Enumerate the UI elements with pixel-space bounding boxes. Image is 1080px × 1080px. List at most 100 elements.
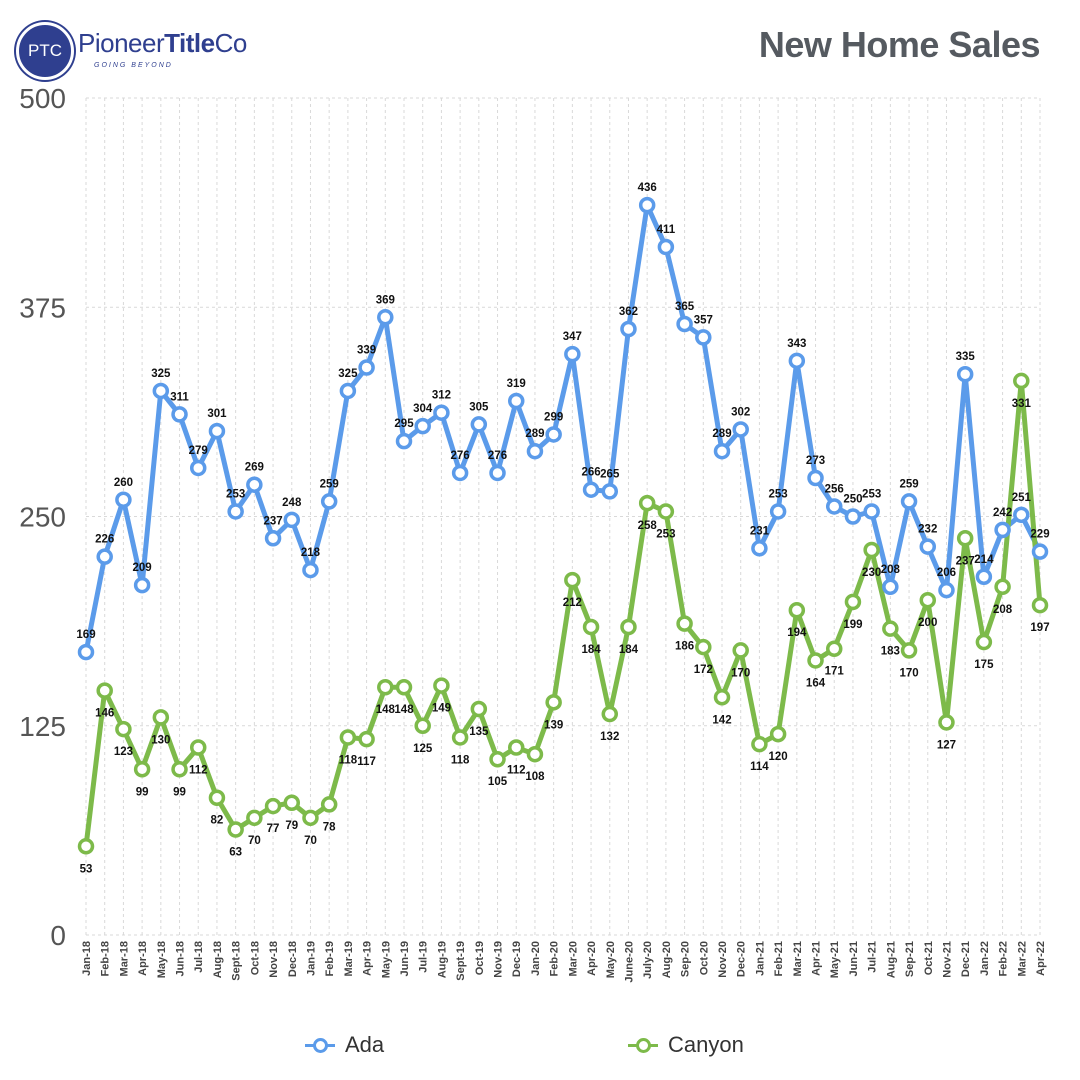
data-point-canyon[interactable] <box>844 593 862 611</box>
data-point-ada[interactable] <box>732 421 749 438</box>
data-point-ada[interactable] <box>844 508 862 525</box>
data-point-ada[interactable] <box>769 503 787 520</box>
data-point-ada[interactable] <box>96 548 113 565</box>
data-point-ada[interactable] <box>246 476 263 493</box>
data-point-ada[interactable] <box>676 315 693 333</box>
data-point-ada[interactable] <box>751 540 768 557</box>
data-point-ada[interactable] <box>526 442 544 460</box>
data-point-canyon[interactable] <box>302 809 319 827</box>
data-point-canyon[interactable] <box>152 709 170 726</box>
data-point-canyon[interactable] <box>863 541 880 559</box>
data-point-canyon[interactable] <box>713 689 731 706</box>
data-point-canyon[interactable] <box>545 694 562 711</box>
data-point-canyon[interactable] <box>414 717 431 734</box>
data-point-ada[interactable] <box>227 503 244 520</box>
data-point-canyon[interactable] <box>283 794 301 812</box>
data-point-canyon[interactable] <box>807 652 824 669</box>
data-point-canyon[interactable] <box>189 739 207 756</box>
data-point-canyon[interactable] <box>1013 372 1030 390</box>
data-point-ada[interactable] <box>339 382 357 400</box>
data-point-canyon[interactable] <box>900 642 918 659</box>
data-point-canyon[interactable] <box>882 620 899 637</box>
data-point-ada[interactable] <box>807 469 824 487</box>
data-point-ada[interactable] <box>657 238 675 256</box>
data-point-ada[interactable] <box>283 511 301 529</box>
data-point-canyon[interactable] <box>975 633 993 651</box>
data-point-ada[interactable] <box>507 392 525 410</box>
data-point-ada[interactable] <box>264 530 282 547</box>
data-point-canyon[interactable] <box>171 761 188 778</box>
data-point-ada[interactable] <box>956 365 974 383</box>
data-point-ada[interactable] <box>433 404 450 421</box>
data-point-ada[interactable] <box>414 417 431 435</box>
data-point-canyon[interactable] <box>115 720 132 738</box>
data-point-canyon[interactable] <box>77 838 95 855</box>
data-point-canyon[interactable] <box>676 615 693 632</box>
data-point-ada[interactable] <box>695 329 712 346</box>
data-point-canyon[interactable] <box>227 821 244 838</box>
data-point-ada[interactable] <box>152 382 170 400</box>
data-point-ada[interactable] <box>77 643 95 661</box>
data-point-canyon[interactable] <box>788 601 806 619</box>
data-point-ada[interactable] <box>938 581 955 599</box>
data-point-ada[interactable] <box>863 503 880 520</box>
data-point-canyon[interactable] <box>339 729 357 746</box>
data-point-canyon[interactable] <box>133 761 151 778</box>
data-point-ada[interactable] <box>545 426 562 443</box>
data-point-ada[interactable] <box>470 416 488 433</box>
data-point-canyon[interactable] <box>956 530 974 547</box>
data-point-ada[interactable] <box>489 464 506 482</box>
data-point-ada[interactable] <box>1031 543 1049 560</box>
data-point-ada[interactable] <box>825 498 843 515</box>
data-point-ada[interactable] <box>320 493 338 510</box>
data-point-ada[interactable] <box>919 538 937 555</box>
data-point-canyon[interactable] <box>769 725 787 743</box>
data-point-ada[interactable] <box>171 406 188 423</box>
data-point-canyon[interactable] <box>264 797 282 815</box>
data-point-canyon[interactable] <box>919 591 937 609</box>
data-point-canyon[interactable] <box>320 796 338 813</box>
data-point-ada[interactable] <box>601 483 619 500</box>
data-point-canyon[interactable] <box>825 640 843 657</box>
data-point-canyon[interactable] <box>358 730 375 748</box>
data-point-canyon[interactable] <box>526 745 544 763</box>
data-point-ada[interactable] <box>788 352 806 370</box>
data-point-ada[interactable] <box>582 481 600 498</box>
data-point-canyon[interactable] <box>507 739 525 756</box>
data-point-ada[interactable] <box>115 491 132 509</box>
data-point-canyon[interactable] <box>732 642 749 659</box>
data-point-canyon[interactable] <box>96 682 113 699</box>
data-point-canyon[interactable] <box>1031 596 1049 614</box>
data-point-canyon[interactable] <box>751 735 768 753</box>
data-point-canyon[interactable] <box>433 677 450 694</box>
data-point-canyon[interactable] <box>451 729 469 746</box>
data-point-canyon[interactable] <box>994 578 1011 596</box>
data-point-canyon[interactable] <box>395 678 413 696</box>
data-point-ada[interactable] <box>395 432 413 450</box>
data-point-ada[interactable] <box>882 578 899 596</box>
data-point-ada[interactable] <box>451 464 469 482</box>
data-point-ada[interactable] <box>377 309 394 326</box>
data-point-canyon[interactable] <box>638 494 656 512</box>
data-point-ada[interactable] <box>1013 506 1030 524</box>
data-point-ada[interactable] <box>638 196 656 214</box>
data-point-canyon[interactable] <box>582 618 600 636</box>
data-point-ada[interactable] <box>994 521 1011 539</box>
data-point-ada[interactable] <box>208 422 226 440</box>
data-point-ada[interactable] <box>900 493 918 510</box>
data-point-canyon[interactable] <box>620 618 637 636</box>
data-point-canyon[interactable] <box>564 571 581 589</box>
legend-item-canyon[interactable]: Canyon <box>628 1032 744 1058</box>
data-point-canyon[interactable] <box>246 809 263 827</box>
data-point-canyon[interactable] <box>489 750 506 768</box>
data-point-canyon[interactable] <box>938 714 955 731</box>
data-point-ada[interactable] <box>620 320 637 338</box>
data-point-ada[interactable] <box>133 576 151 594</box>
data-point-canyon[interactable] <box>377 678 394 696</box>
data-point-ada[interactable] <box>358 359 375 376</box>
legend-item-ada[interactable]: Ada <box>305 1032 384 1058</box>
data-point-ada[interactable] <box>975 568 993 586</box>
data-point-ada[interactable] <box>302 561 319 579</box>
data-point-canyon[interactable] <box>208 789 226 806</box>
data-point-canyon[interactable] <box>657 503 675 520</box>
